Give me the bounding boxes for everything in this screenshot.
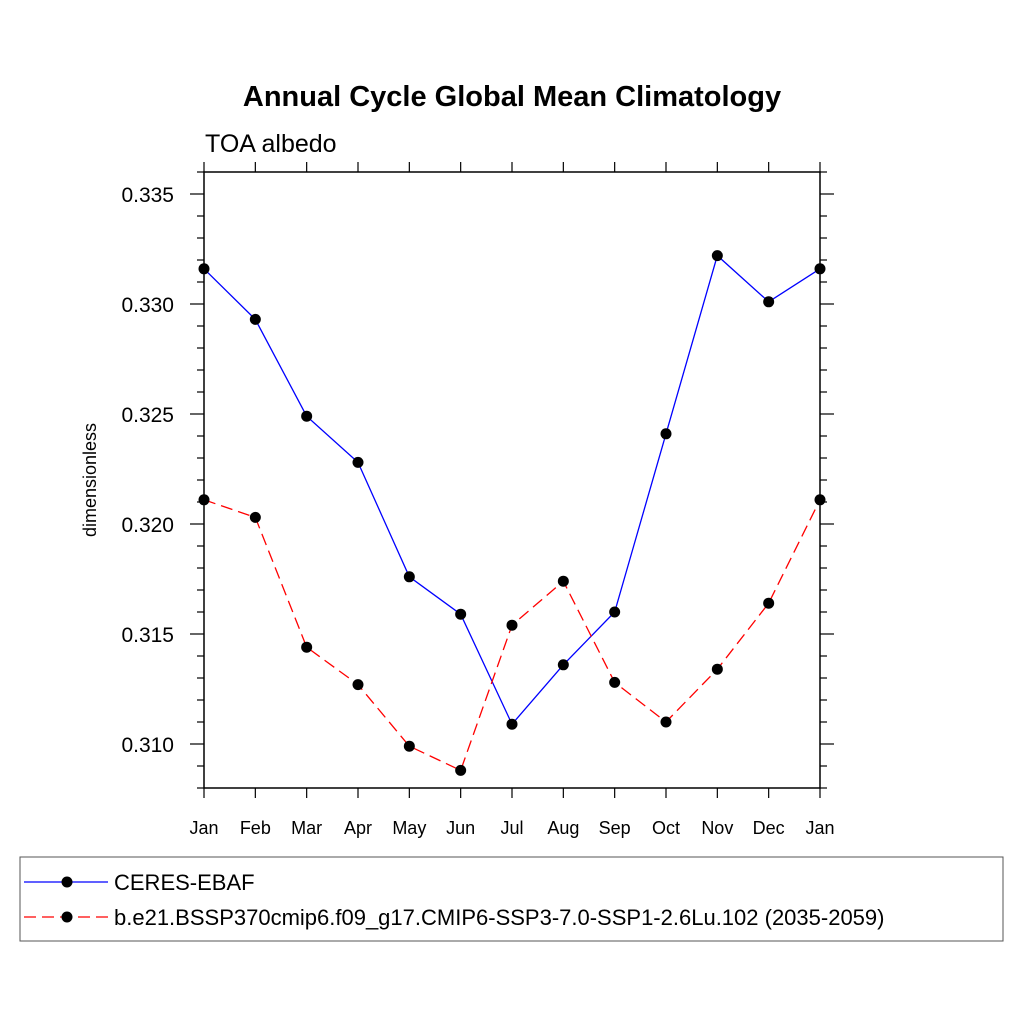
chart-subtitle: TOA albedo: [205, 130, 337, 158]
chart-title: Annual Cycle Global Mean Climatology: [243, 81, 781, 113]
x-tick-label: Feb: [240, 818, 271, 838]
series-line-2: [203, 499, 821, 772]
series-2-point: [506, 619, 518, 631]
series-1-point: [403, 571, 415, 583]
y-axis: 0.310 0.315 0.320 0.325 0.330 0.335: [121, 171, 834, 789]
legend-marker: [61, 876, 73, 888]
y-tick-label: 0.310: [121, 734, 174, 757]
series-line-1: [203, 254, 821, 726]
y-tick-label: 0.320: [121, 514, 174, 537]
series-2-point: [660, 716, 672, 728]
y-axis-label: dimensionless: [80, 423, 100, 537]
legend-label: b.e21.BSSP370cmip6.f09_g17.CMIP6-SSP3-7.…: [114, 905, 884, 930]
y-tick-label: 0.335: [121, 184, 174, 207]
series-1-point: [711, 250, 723, 262]
x-tick-label: Aug: [547, 818, 579, 838]
series-2-point: [249, 511, 261, 523]
series-2-point: [814, 494, 826, 506]
series-1-point: [609, 606, 621, 618]
series-2-point: [352, 679, 364, 691]
x-axis: Jan Feb Mar Apr May Jun Jul Aug Sep Oct Nov Dec Jan: [189, 162, 835, 838]
x-tick-label: Nov: [701, 818, 733, 838]
series-1-point: [249, 313, 261, 325]
series-2-point: [403, 740, 415, 752]
series-1-point: [301, 410, 313, 422]
y-tick-label: 0.325: [121, 404, 174, 427]
series-2-point: [763, 597, 775, 609]
x-tick-label: Apr: [344, 818, 372, 838]
legend-label: CERES-EBAF: [114, 870, 255, 895]
x-tick-label: May: [392, 818, 426, 838]
y-tick-label: 0.330: [121, 294, 174, 317]
series-1-point: [763, 296, 775, 308]
series-2-point: [557, 575, 569, 587]
x-tick-label: Jan: [189, 818, 218, 838]
series-2-point: [455, 764, 467, 776]
series-2-point: [609, 676, 621, 688]
x-tick-label: Mar: [291, 818, 322, 838]
x-tick-label: Jan: [805, 818, 834, 838]
legend-frame: [19, 856, 1004, 942]
x-tick-label: Dec: [753, 818, 785, 838]
series-1-point: [198, 263, 210, 275]
x-tick-label: Sep: [599, 818, 631, 838]
series-1-point: [455, 608, 467, 620]
series-1-point: [814, 263, 826, 275]
x-tick-label: Oct: [652, 818, 680, 838]
series-1-point: [557, 659, 569, 671]
series-1-point: [660, 428, 672, 440]
legend: CERES-EBAF b.e21.BSSP370cmip6.f09_g17.CMI…: [19, 856, 1004, 942]
x-tick-label: Jun: [446, 818, 475, 838]
series-layer: [198, 250, 826, 776]
series-2-point: [711, 663, 723, 675]
series-1-point: [506, 718, 518, 730]
legend-marker: [61, 911, 73, 923]
y-tick-label: 0.315: [121, 624, 174, 647]
series-1-point: [352, 456, 364, 468]
series-2-point: [301, 641, 313, 653]
x-tick-label: Jul: [500, 818, 523, 838]
series-2-point: [198, 494, 210, 506]
